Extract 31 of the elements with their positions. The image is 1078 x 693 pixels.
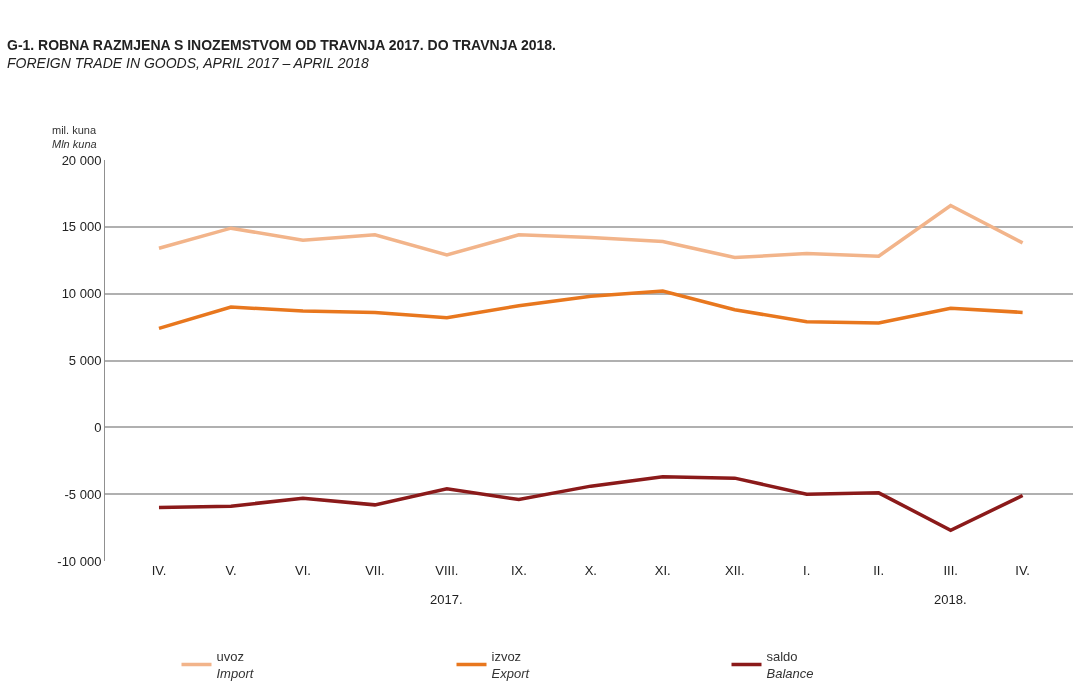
text: 2017. bbox=[430, 592, 463, 607]
y-tick-label: 0 bbox=[94, 419, 102, 435]
x-tick-label: VII. bbox=[365, 563, 385, 578]
x-tick-label: V. bbox=[225, 563, 237, 578]
x-tick-label: VIII. bbox=[435, 563, 459, 578]
x-tick-label: II. bbox=[873, 563, 885, 578]
line-series bbox=[157, 289, 1025, 331]
text: 2018. bbox=[934, 592, 967, 607]
line-series bbox=[157, 475, 1025, 533]
x-tick-label: X. bbox=[584, 563, 597, 578]
legend-label: uvoz Import bbox=[216, 649, 255, 682]
chart-subtitle: FOREIGN TRADE IN GOODS, APRIL 2017 – APRIL 2018 bbox=[7, 55, 370, 72]
x-tick-label: IX. bbox=[510, 563, 527, 578]
x-tick-label: IV. bbox=[151, 563, 167, 578]
legend-label: izvoz Export bbox=[491, 649, 531, 682]
legend-label: saldo Balance bbox=[766, 649, 814, 682]
x-tick-label: IV. bbox=[1015, 563, 1030, 578]
x-tick-label: XII. bbox=[724, 563, 745, 578]
y-tick-label: 20 000 bbox=[61, 152, 102, 168]
y-tick-label: -5 000 bbox=[64, 486, 102, 502]
y-tick-label: 10 000 bbox=[61, 286, 102, 302]
chart-title: G-1. ROBNA RAZMJENA S INOZEMSTVOM OD TRAVNJA 2017. DO TRAVNJA 2018. bbox=[7, 37, 556, 53]
x-tick-label: XI. bbox=[654, 563, 671, 578]
y-axis-title: mil. kuna Mln kuna bbox=[52, 124, 97, 151]
y-tick-label: 15 000 bbox=[61, 219, 102, 235]
x-tick-label: III. bbox=[943, 563, 958, 578]
y-tick-label: -10 000 bbox=[57, 553, 102, 569]
x-tick-label: VI. bbox=[294, 563, 311, 578]
x-tick-label: I. bbox=[803, 563, 811, 578]
line-series bbox=[157, 203, 1025, 260]
y-tick-label: 5 000 bbox=[68, 353, 102, 369]
